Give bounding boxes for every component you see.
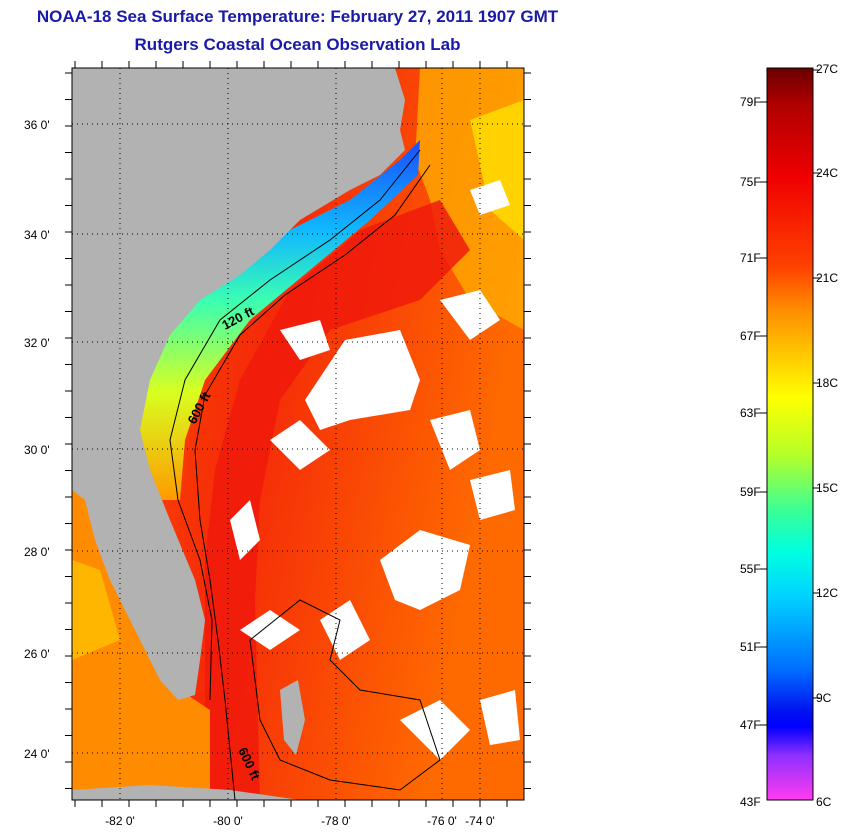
colorbar-f-label: 51F: [740, 640, 761, 654]
colorbar-c-label: 15C: [816, 481, 839, 495]
map-frame: [71, 67, 525, 801]
colorbar-f-label: 79F: [740, 95, 761, 109]
colorbar-f-label: 63F: [740, 406, 761, 420]
yellow-water: [470, 100, 524, 240]
colorbar-ticks: [760, 69, 820, 726]
contour-120ft: [169, 149, 421, 701]
lat-label: 24 0': [24, 747, 50, 761]
lat-label: 28 0': [24, 545, 50, 559]
colorbar: [766, 67, 814, 801]
bahamas-bank-contour: [249, 599, 441, 791]
cloud: [305, 330, 420, 430]
lon-label: -78 0': [321, 814, 351, 828]
colorbar-c-label: 18C: [816, 376, 839, 390]
colorbar-c-label: 12C: [816, 586, 839, 600]
lon-label: -82 0': [105, 814, 135, 828]
lat-label: 30 0': [24, 443, 50, 457]
lat-label: 26 0': [24, 647, 50, 661]
contour-600ft: [194, 164, 431, 800]
cuba: [72, 785, 300, 800]
coastal-shelf-water: [120, 140, 420, 500]
colorbar-c-label: 6C: [816, 795, 832, 809]
map-ticks: [65, 61, 531, 807]
map-subtitle: Rutgers Coastal Ocean Observation Lab: [134, 35, 461, 54]
map-title: NOAA-18 Sea Surface Temperature: Februar…: [36, 7, 559, 26]
gulf-stream: [205, 200, 470, 800]
colorbar-c-label: 27C: [816, 62, 839, 76]
lat-label: 32 0': [24, 336, 50, 350]
land: [72, 68, 405, 700]
colorbar-c-label: 21C: [816, 271, 839, 285]
lon-label: -74 0': [465, 814, 495, 828]
lat-label: 36 0': [24, 118, 50, 132]
colorbar-c-label: 9C: [816, 691, 832, 705]
colorbar-f-label: 47F: [740, 718, 761, 732]
lon-label: -80 0': [213, 814, 243, 828]
colorbar-f-label: 43F: [740, 795, 761, 809]
colorbar-c-label: 24C: [816, 166, 839, 180]
colorbar-f-label: 75F: [740, 175, 761, 189]
andros-island: [280, 680, 305, 755]
lat-label: 34 0': [24, 228, 50, 242]
colorbar-f-label: 59F: [740, 485, 761, 499]
lon-label: -76 0': [427, 814, 457, 828]
colorbar-f-label: 71F: [740, 251, 761, 265]
colorbar-f-label: 55F: [740, 562, 761, 576]
colorbar-f-label: 67F: [740, 329, 761, 343]
